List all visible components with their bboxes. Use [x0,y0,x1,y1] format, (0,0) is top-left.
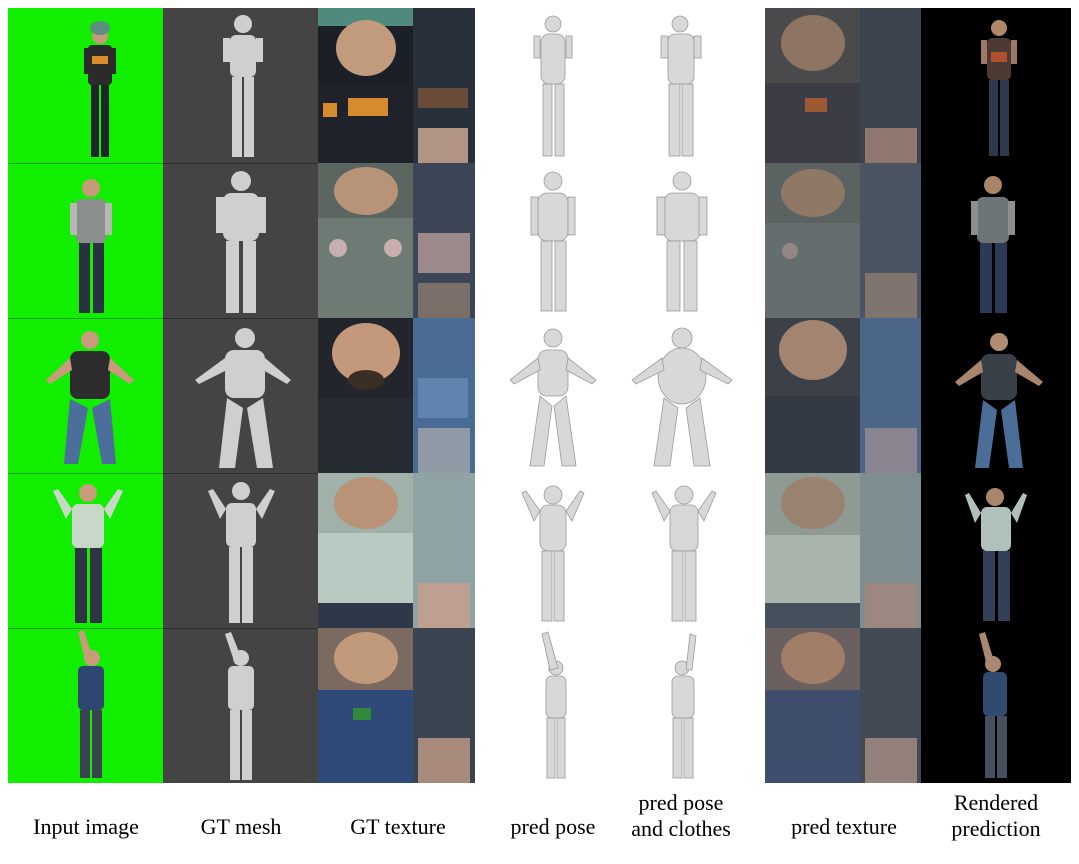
gt-texture-row-4 [318,473,475,628]
pred-clothes-row-4 [628,473,763,628]
gt-texture-row-2 [318,163,475,318]
gt-texture-row-1 [318,8,475,163]
person-figure-icon [971,176,1015,313]
texture-map-icon [318,473,475,628]
pred-clothes-column [628,8,763,783]
gt-mesh-row-2 [163,163,318,318]
pred-texture-row-1 [765,8,921,163]
pred-pose-row-1 [478,8,628,163]
pred-texture-row-5 [765,628,921,783]
body-mesh-icon [530,171,576,312]
rendered-row-4 [921,473,1071,628]
texture-map-icon [765,8,921,163]
texture-map-icon [318,163,475,318]
texture-map-icon [765,473,921,628]
pred-texture-row-3 [765,318,921,473]
pred-pose-row-4 [478,473,628,628]
gt-texture-column [318,8,475,783]
person-figure-icon [53,484,123,623]
label-pred-pose: pred pose [510,814,596,839]
pred-texture-row-4 [765,473,921,628]
clothed-mesh-icon [651,485,717,622]
body-mesh-icon [521,485,585,622]
rendered-prediction-column [921,8,1071,783]
label-pred-texture: pred texture [791,814,897,839]
clothed-mesh-icon [656,171,708,312]
label-input-image: Input image [33,814,139,839]
input-image-column [8,8,163,783]
gt-mesh-row-4 [163,473,318,628]
mesh-figure-icon [195,328,291,468]
pred-clothes-row-3 [628,318,763,473]
rendered-row-5 [921,628,1071,783]
label-line: Rendered [953,790,1039,815]
gt-mesh-row-1 [163,8,318,163]
mesh-figure-icon [223,15,263,157]
person-figure-icon [46,331,134,464]
texture-map-icon [318,628,475,783]
rendered-row-2 [921,163,1071,318]
gt-texture-row-5 [318,628,475,783]
label-pred-pose-and-clothes: pred pose and clothes [603,790,759,842]
clothed-mesh-icon [671,633,697,779]
rendered-row-1 [921,8,1071,163]
column-labels: Input image GT mesh GT texture pred pose… [0,790,1079,864]
body-mesh-icon [509,328,597,467]
pred-clothes-row-5 [628,628,763,783]
input-image-row-4 [8,473,163,628]
clothed-mesh-icon [631,327,733,467]
pred-pose-column [478,8,628,783]
mesh-figure-icon [208,482,275,623]
texture-map-icon [318,8,475,163]
pred-pose-row-5 [478,628,628,783]
person-figure-icon [70,179,112,313]
gt-texture-row-3 [318,318,475,473]
input-image-row-2 [8,163,163,318]
pred-pose-row-2 [478,163,628,318]
label-gt-mesh: GT mesh [200,814,282,839]
pred-texture-row-2 [765,163,921,318]
gt-mesh-row-5 [163,628,318,783]
label-line: and clothes [631,816,731,841]
gt-mesh-row-3 [163,318,318,473]
texture-map-icon [318,318,475,473]
input-image-row-1 [8,8,163,163]
person-figure-icon [965,488,1027,621]
input-image-row-3 [8,318,163,473]
person-figure-icon [979,632,1007,778]
input-image-row-5 [8,628,163,783]
person-figure-icon [981,20,1017,156]
body-mesh-icon [533,15,573,157]
pred-texture-column [765,8,921,783]
texture-map-icon [765,163,921,318]
body-mesh-icon [541,631,567,779]
label-line: prediction [951,816,1041,841]
gt-mesh-column [163,8,318,783]
person-figure-icon [78,630,104,778]
pred-clothes-row-2 [628,163,763,318]
rendered-row-3 [921,318,1071,473]
texture-map-icon [765,318,921,473]
label-line: pred pose [638,790,724,815]
label-gt-texture: GT texture [350,814,446,839]
person-figure-icon [84,21,116,157]
mesh-figure-icon [225,632,254,780]
clothed-mesh-icon [660,15,702,157]
mesh-figure-icon [216,171,266,313]
pred-pose-row-3 [478,318,628,473]
texture-map-icon [765,628,921,783]
person-figure-icon [955,333,1043,468]
pred-clothes-row-1 [628,8,763,163]
label-rendered-prediction: Rendered prediction [904,790,1079,842]
